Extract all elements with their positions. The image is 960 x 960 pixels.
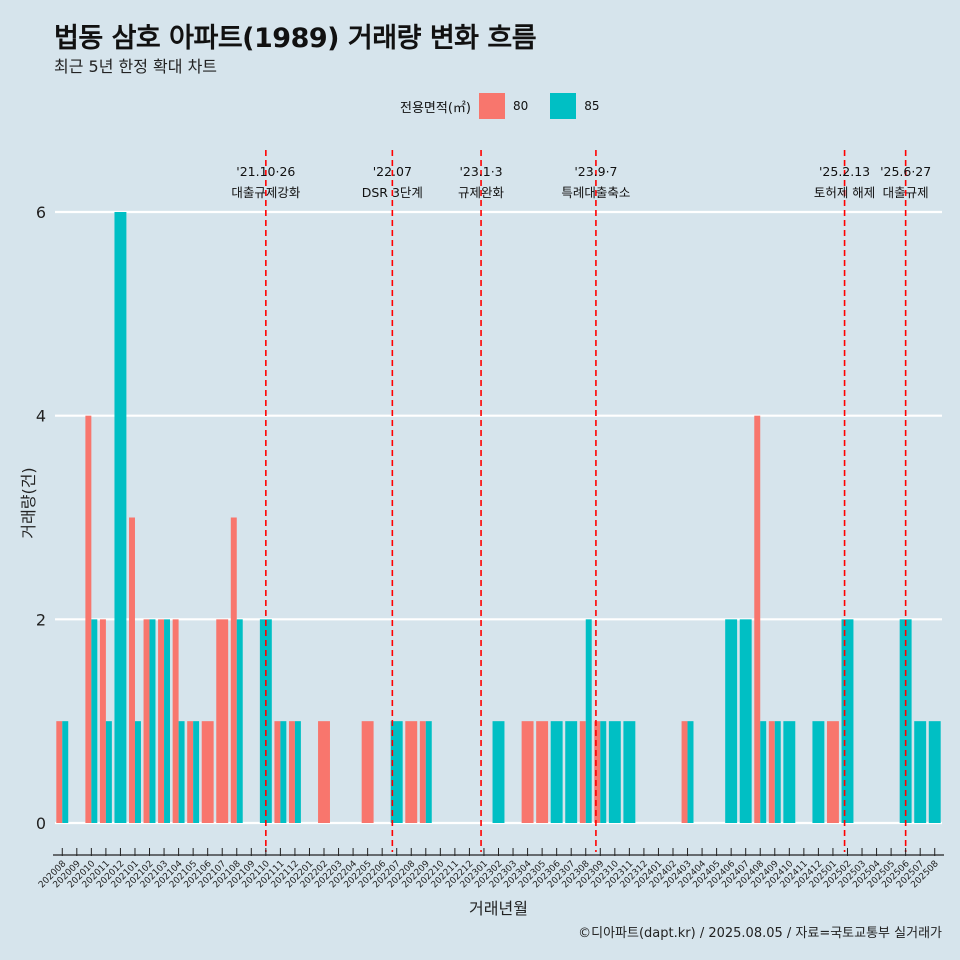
bar-80-202011 (99, 619, 106, 823)
bar-85-202406 (725, 619, 738, 823)
bar-80-202103 (158, 619, 165, 823)
legend-swatch-85 (550, 93, 577, 119)
legend-label-85: 85 (584, 99, 600, 113)
bar-85-202102 (149, 619, 156, 823)
bar-80-202305 (536, 721, 549, 823)
event-date-5: '25.6·27 (880, 164, 931, 179)
bar-80-202108 (230, 517, 237, 823)
bar-80-202112 (288, 721, 295, 823)
bar-80-202408 (754, 415, 761, 823)
bar-80-202010 (85, 415, 92, 823)
bar-85-202011 (105, 721, 112, 823)
event-label-3: 특례대출축소 (561, 185, 630, 200)
y-axis-title: 거래량(건) (19, 467, 38, 538)
bar-80-202205 (361, 721, 374, 823)
bar-80-202106 (201, 721, 214, 823)
bar-80-202208 (405, 721, 418, 823)
bar-80-202209 (419, 721, 426, 823)
bar-85-202010 (91, 619, 98, 823)
bar-80-202501 (826, 721, 839, 823)
bar-85-202410 (783, 721, 796, 823)
y-tick-label-0: 0 (36, 814, 46, 833)
bar-85-202012 (114, 212, 127, 823)
bar-85-202409 (774, 721, 781, 823)
bar-85-202209 (425, 721, 432, 823)
event-date-3: '23.9·7 (574, 164, 617, 179)
bar-85-202502 (841, 619, 854, 823)
event-label-1: DSR 3단계 (362, 185, 423, 200)
bar-85-202302 (492, 721, 505, 823)
bar-85-202105 (193, 721, 200, 823)
y-tick-label-2: 2 (36, 610, 46, 629)
bar-85-202408 (760, 721, 767, 823)
bar-85-202306 (550, 721, 563, 823)
bar-80-202202 (318, 721, 330, 823)
bar-85-202112 (294, 721, 301, 823)
chart-title: 법동 삼호 아파트(1989) 거래량 변화 흐름 (54, 23, 537, 54)
source-caption: ©디아파트(dapt.kr) / 2025.08.05 / 자료=국토교통부 실… (578, 926, 942, 941)
bar-85-202104 (178, 721, 185, 823)
bar-80-202304 (521, 721, 534, 823)
legend-swatch-80 (478, 93, 505, 119)
bar-85-202101 (134, 721, 141, 823)
bar-80-202008 (56, 721, 63, 823)
event-date-0: '21.10·26 (236, 164, 295, 179)
bar-85-202310 (608, 721, 621, 823)
bar-85-202309 (600, 721, 607, 823)
bar-85-202508 (928, 721, 941, 823)
bar-85-202403 (687, 721, 694, 823)
bar-80-202403 (681, 721, 688, 823)
bar-80-202104 (172, 619, 179, 823)
event-label-4: 토허제 해제 (814, 185, 875, 200)
bar-85-202311 (623, 721, 636, 823)
legend-title: 전용면적(㎡) (400, 100, 471, 116)
bar-85-202207 (390, 721, 403, 823)
y-tick-label-6: 6 (36, 203, 46, 222)
bar-85-202111 (280, 721, 287, 823)
legend: 전용면적(㎡) 80 85 (400, 93, 622, 119)
chart-subtitle: 최근 5년 한정 확대 차트 (54, 57, 218, 76)
event-label-2: 규제완화 (458, 185, 505, 200)
bar-85-202008 (62, 721, 69, 823)
bar-85-202507 (914, 721, 927, 823)
bar-85-202407 (739, 619, 752, 823)
bar-80-202107 (216, 619, 229, 823)
bar-80-202105 (187, 721, 194, 823)
bar-80-202409 (768, 721, 775, 823)
event-date-4: '25.2.13 (819, 164, 870, 179)
bar-85-202412 (812, 721, 825, 823)
bar-80-202309 (594, 721, 601, 823)
x-axis-title: 거래년월 (469, 899, 528, 918)
bar-80-202111 (274, 721, 281, 823)
event-date-1: '22.07 (373, 164, 412, 179)
event-label-5: 대출규제 (883, 185, 929, 200)
event-label-0: 대출규제강화 (231, 185, 301, 200)
bar-85-202108 (236, 619, 243, 823)
bar-85-202307 (565, 721, 578, 823)
bar-85-202308 (585, 619, 592, 823)
bar-80-202102 (143, 619, 150, 823)
bar-85-202103 (164, 619, 171, 823)
bar-80-202101 (129, 517, 135, 823)
y-tick-label-4: 4 (36, 407, 46, 426)
legend-label-80: 80 (512, 99, 529, 113)
bar-80-202308 (579, 721, 586, 823)
event-date-2: '23.1·3 (459, 164, 502, 179)
